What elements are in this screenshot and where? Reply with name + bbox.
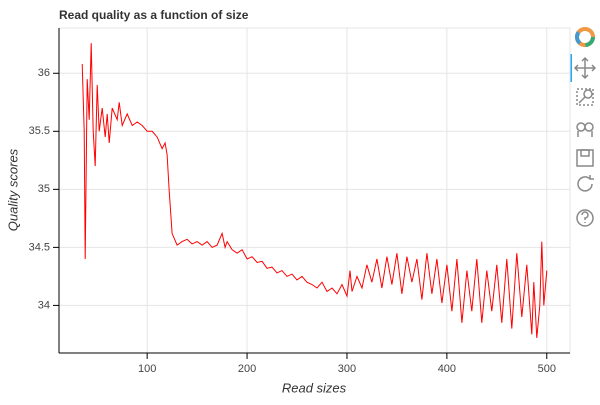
x-tick-label: 500 — [538, 363, 556, 375]
zoom-tool[interactable] — [576, 88, 594, 106]
wheel-zoom-tool[interactable] — [576, 122, 594, 137]
y-tick-label: 34.5 — [29, 241, 50, 253]
x-tick-label: 200 — [238, 363, 256, 375]
plot-frame — [58, 27, 571, 354]
y-tick-label: 35.5 — [29, 125, 50, 137]
help-tool[interactable] — [576, 209, 594, 227]
x-tick-label: 100 — [138, 363, 156, 375]
pan-tool[interactable] — [573, 56, 597, 80]
save-tool[interactable] — [576, 149, 594, 167]
y-tick-label: 36 — [38, 67, 50, 79]
x-axis-label: Read sizes — [282, 380, 347, 395]
chart-title: Read quality as a function of size — [59, 8, 249, 22]
reset-tool[interactable] — [577, 175, 594, 192]
data-line — [81, 43, 548, 338]
y-axis-label: Quality scores — [5, 148, 20, 231]
toolbar — [570, 27, 597, 227]
x-tick-label: 400 — [438, 363, 456, 375]
y-tick-label: 35 — [38, 183, 50, 195]
bokeh-logo[interactable] — [575, 27, 595, 47]
x-tick-label: 300 — [338, 363, 356, 375]
y-tick-label: 34 — [38, 299, 50, 311]
